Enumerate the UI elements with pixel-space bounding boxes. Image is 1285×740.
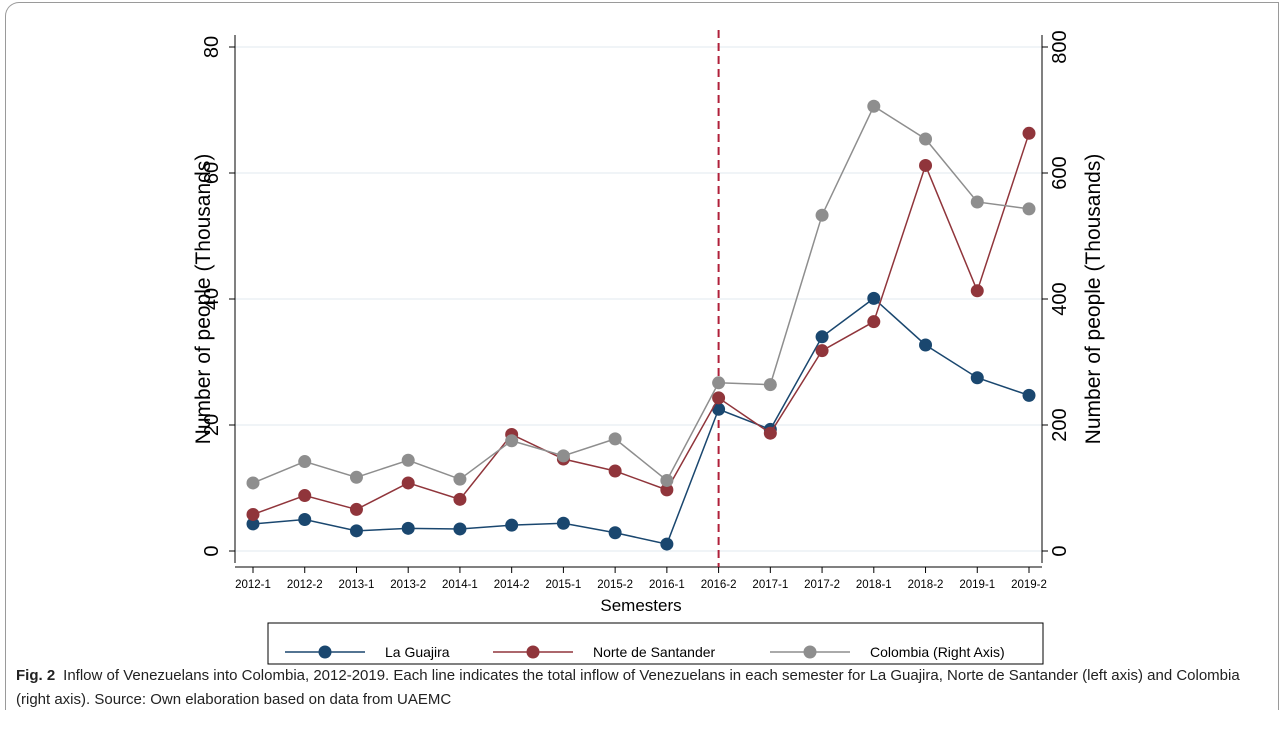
x-tick-label: 2018-2 — [908, 579, 944, 591]
x-tick-label: 2019-1 — [959, 579, 995, 591]
x-axis-label: Semesters — [600, 596, 681, 615]
data-point — [608, 526, 622, 540]
series-line — [252, 297, 1030, 545]
y2-tick-label: 800 — [1049, 30, 1071, 63]
caption: Fig. 2 Inflow of Venezuelans into Colombi… — [16, 664, 1266, 712]
data-point — [505, 518, 519, 532]
data-point — [246, 476, 260, 490]
legend-marker — [803, 645, 817, 659]
data-point — [349, 524, 363, 538]
y2-tick-label: 200 — [1049, 408, 1071, 441]
y2-tick-label: 0 — [1049, 545, 1071, 556]
data-point — [815, 208, 829, 222]
data-point — [453, 522, 467, 536]
data-point — [867, 99, 881, 113]
data-point — [298, 455, 312, 469]
x-tick-label: 2013-1 — [339, 579, 375, 591]
data-point — [970, 195, 984, 209]
y-axis-label: Number of people (Thousands) — [192, 154, 215, 445]
x-tick-label: 2012-1 — [235, 579, 271, 591]
legend-label: La Guajira — [385, 644, 450, 660]
data-point — [608, 464, 622, 478]
x-tick-label: 2016-2 — [701, 579, 737, 591]
data-point — [453, 492, 467, 506]
data-point — [349, 502, 363, 516]
data-point — [919, 158, 933, 172]
series-line — [252, 133, 1030, 516]
data-point — [712, 402, 726, 416]
x-tick-label: 2012-2 — [287, 579, 323, 591]
data-point — [919, 338, 933, 352]
data-point — [298, 513, 312, 526]
data-point — [867, 291, 881, 305]
y-tick-label: 60 — [201, 162, 223, 184]
legend-label: Norte de Santander — [593, 644, 716, 660]
legend-marker — [526, 645, 540, 659]
series-line — [252, 105, 1030, 484]
data-point — [815, 330, 829, 344]
data-point — [712, 391, 726, 405]
data-point — [1022, 126, 1036, 140]
data-point — [970, 284, 984, 298]
legend-box — [267, 622, 1044, 665]
data-point — [246, 517, 260, 531]
data-point — [1022, 388, 1036, 402]
data-point — [246, 507, 260, 521]
data-point — [505, 434, 519, 448]
y-tick-label: 80 — [201, 36, 223, 58]
data-point — [660, 483, 674, 497]
data-point — [763, 426, 777, 440]
data-point — [867, 315, 881, 329]
data-point — [556, 516, 570, 530]
x-tick-label: 2017-1 — [752, 579, 788, 591]
data-point — [712, 376, 726, 390]
x-tick-label: 2015-1 — [545, 579, 581, 591]
figure-frame — [5, 2, 1279, 710]
data-point — [919, 132, 933, 146]
data-point — [401, 453, 415, 467]
data-point — [608, 432, 622, 446]
y2-tick-label: 400 — [1049, 282, 1071, 315]
data-point — [349, 470, 363, 484]
data-point — [453, 472, 467, 486]
x-tick-label: 2016-1 — [649, 579, 685, 591]
data-point — [660, 473, 674, 487]
y2-axis-label: Number of people (Thousands) — [1082, 154, 1105, 445]
data-point — [660, 537, 674, 551]
data-point — [1022, 202, 1036, 216]
data-point — [763, 378, 777, 392]
y-tick-label: 20 — [201, 414, 223, 436]
caption-text: Inflow of Venezuelans into Colombia, 201… — [16, 667, 1240, 708]
x-tick-label: 2019-2 — [1011, 579, 1047, 591]
legend-label: Colombia (Right Axis) — [870, 644, 1005, 660]
x-tick-label: 2014-1 — [442, 579, 478, 591]
x-tick-label: 2015-2 — [597, 579, 633, 591]
data-point — [556, 449, 570, 463]
data-point — [815, 344, 829, 358]
caption-label: Fig. 2 — [16, 667, 56, 684]
x-tick-label: 2013-2 — [390, 579, 426, 591]
x-tick-label: 2018-1 — [856, 579, 892, 591]
data-point — [401, 476, 415, 490]
y-tick-label: 0 — [201, 545, 223, 556]
x-tick-label: 2014-2 — [494, 579, 530, 591]
data-point — [970, 371, 984, 385]
y-tick-label: 40 — [201, 288, 223, 310]
data-point — [298, 489, 312, 503]
x-tick-label: 2017-2 — [804, 579, 840, 591]
legend-marker — [318, 645, 332, 659]
y2-tick-label: 600 — [1049, 156, 1071, 189]
data-point — [401, 521, 415, 535]
